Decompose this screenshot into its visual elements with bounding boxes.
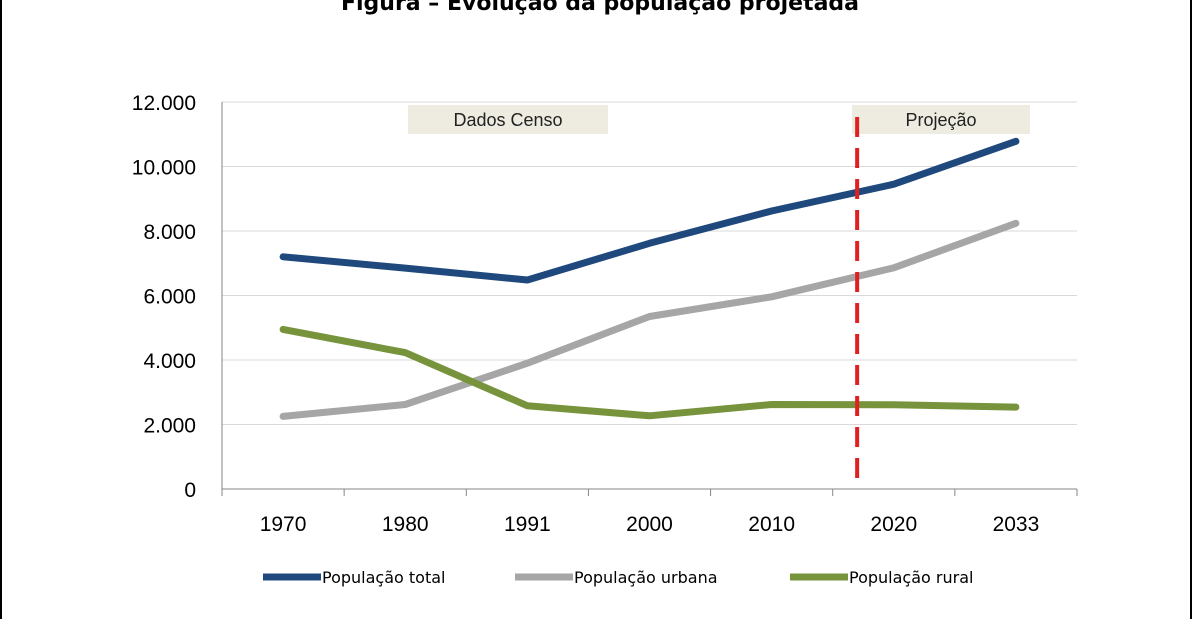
y-tick-label: 10.000 <box>132 157 196 180</box>
annotation-projecao: Projeção <box>905 110 976 130</box>
legend-label: População total <box>322 568 445 587</box>
axis-layer: 0 2.000 4.000 6.000 8.000 10.000 12.000 1970 198… <box>132 92 1078 536</box>
annotation-box-projecao <box>852 105 1030 134</box>
series-layer <box>279 137 1020 420</box>
legend-label: População urbana <box>574 568 718 587</box>
legend-label: População rural <box>849 568 973 587</box>
series-line-0 <box>279 137 1020 284</box>
y-tick-label: 2.000 <box>143 415 196 438</box>
series-line-1 <box>279 219 1020 420</box>
y-tick-label: 6.000 <box>143 286 196 309</box>
y-tick-label: 0 <box>184 479 196 502</box>
x-tick-label: 2000 <box>626 513 673 536</box>
x-tick-label: 2010 <box>748 513 795 536</box>
x-tick-label: 2033 <box>993 513 1040 536</box>
y-tick-label: 4.000 <box>143 350 196 373</box>
chart-title: Figura – Evolução da população projetada <box>341 0 859 16</box>
x-tick-label: 2020 <box>870 513 917 536</box>
y-tick-label: 12.000 <box>132 92 196 115</box>
y-tick-label: 8.000 <box>143 221 196 244</box>
annotation-layer: Dados Censo Projeção <box>408 105 1030 134</box>
legend: População total População urbana População… <box>263 568 973 587</box>
x-tick-label: 1970 <box>260 513 307 536</box>
annotation-censo: Dados Censo <box>453 110 562 130</box>
x-tick-label: 1980 <box>382 513 429 536</box>
annotation-box-censo <box>408 105 608 134</box>
x-tick-label: 1991 <box>504 513 551 536</box>
